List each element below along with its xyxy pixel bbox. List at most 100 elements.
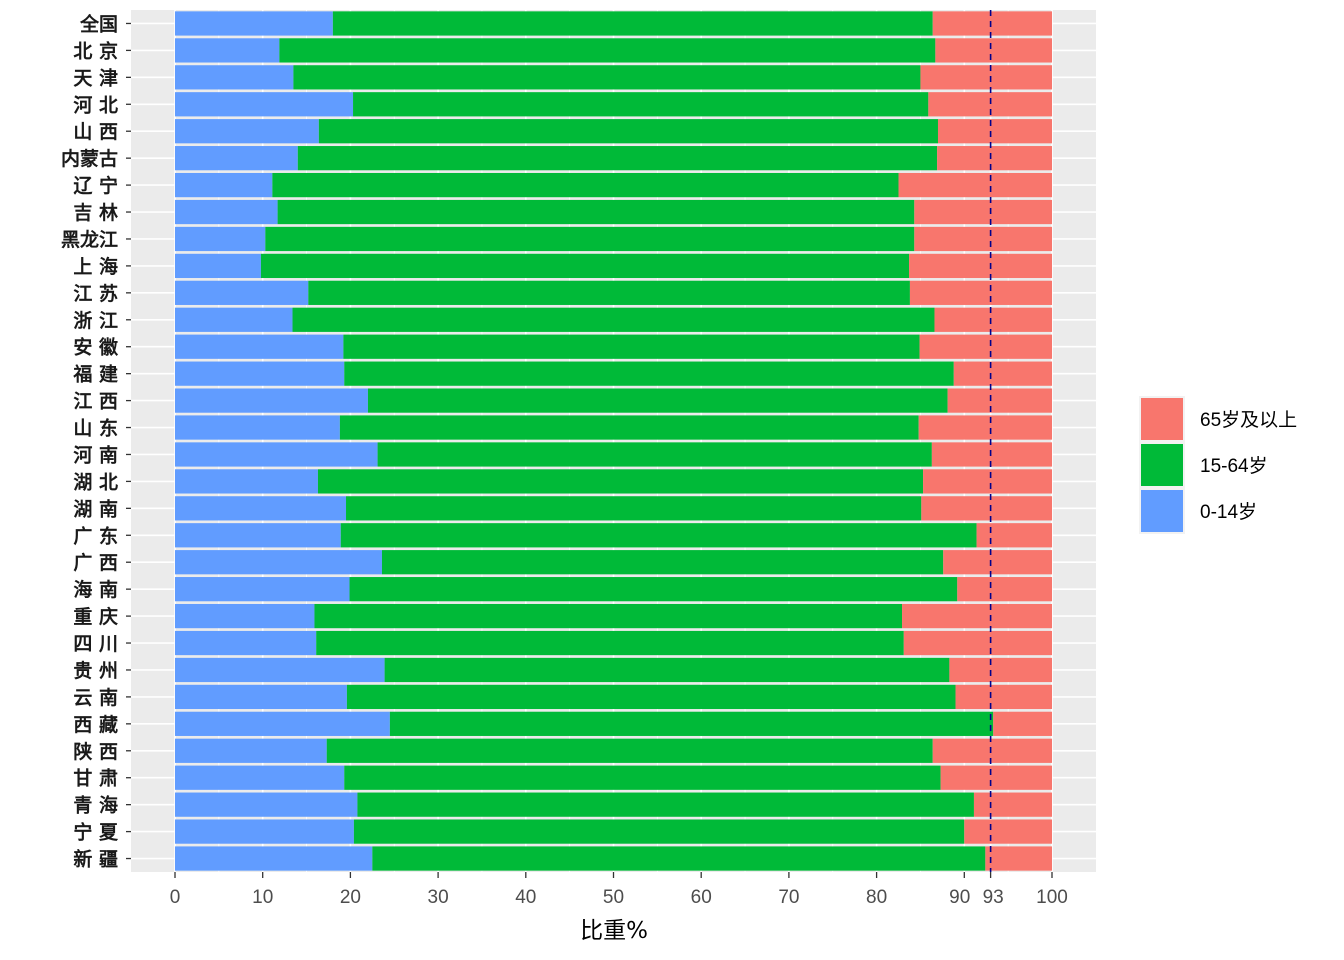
- y-tick-label: 天 津: [73, 66, 118, 89]
- x-axis-title: 比重%: [580, 918, 648, 944]
- bar-15-64: [381, 550, 944, 575]
- y-tick-label: 海 南: [73, 578, 118, 601]
- bar-65-plus: [993, 711, 1052, 736]
- y-tick-label: 宁 夏: [73, 821, 119, 844]
- bar-65-plus: [898, 172, 1052, 198]
- y-tick-label: 新 疆: [73, 848, 118, 871]
- bar-0-14: [175, 172, 273, 198]
- legend-label: 0-14岁: [1200, 501, 1257, 523]
- bar-15-64: [308, 280, 910, 305]
- bar-15-64: [353, 819, 965, 844]
- bar-0-14: [175, 226, 266, 252]
- bar-15-64: [357, 792, 974, 817]
- bar-0-14: [175, 846, 373, 871]
- y-tick-label: 辽 宁: [73, 174, 118, 197]
- bar-15-64: [343, 334, 920, 359]
- y-tick-label: 四 川: [73, 633, 118, 655]
- legend-swatch: [1141, 490, 1183, 532]
- x-tick-label: 93: [983, 887, 1004, 908]
- y-tick-label: 湖 北: [73, 471, 118, 493]
- bar-65-plus: [937, 119, 1052, 144]
- y-tick-label: 吉 林: [73, 201, 118, 224]
- y-tick-label: 青 海: [73, 794, 118, 817]
- bar-65-plus: [909, 280, 1052, 305]
- y-tick-label: 上 海: [73, 255, 118, 278]
- x-tick-label: 40: [515, 887, 536, 908]
- bar-15-64: [340, 523, 977, 548]
- bar-65-plus: [919, 334, 1052, 359]
- bar-0-14: [175, 280, 309, 305]
- y-tick-label: 全国: [79, 12, 118, 35]
- bar-0-14: [175, 307, 293, 332]
- bar-15-64: [344, 765, 941, 790]
- bar-0-14: [175, 199, 278, 225]
- y-tick-label: 江 西: [73, 391, 118, 413]
- bar-65-plus: [921, 496, 1052, 521]
- y-tick-label: 黑龙江: [61, 228, 118, 251]
- bar-0-14: [175, 146, 298, 171]
- y-tick-label: 江 苏: [73, 282, 118, 305]
- y-tick-label: 陕 西: [73, 740, 118, 763]
- bar-15-64: [265, 226, 915, 252]
- bar-0-14: [175, 577, 350, 602]
- bar-15-64: [279, 38, 936, 63]
- bar-65-plus: [934, 307, 1052, 332]
- y-tick-label: 北 京: [73, 39, 118, 62]
- bar-65-plus: [932, 738, 1052, 763]
- bar-0-14: [175, 415, 340, 440]
- bar-15-64: [318, 119, 938, 144]
- x-tick-label: 10: [252, 887, 273, 908]
- bar-15-64: [384, 657, 950, 683]
- bar-0-14: [175, 92, 354, 117]
- legend-label: 15-64岁: [1200, 455, 1268, 477]
- bar-15-64: [367, 388, 948, 413]
- y-tick-label: 湖 南: [73, 498, 118, 520]
- bar-15-64: [339, 415, 919, 440]
- y-tick-label: 安 徽: [73, 336, 119, 359]
- bar-0-14: [175, 550, 382, 575]
- bar-15-64: [372, 846, 986, 871]
- bar-65-plus: [955, 684, 1052, 710]
- y-tick-label: 内蒙古: [61, 147, 118, 170]
- bar-0-14: [175, 361, 345, 386]
- y-tick-label: 河 北: [73, 94, 118, 116]
- bar-15-64: [326, 738, 933, 763]
- bar-15-64: [293, 65, 921, 90]
- bar-65-plus: [902, 603, 1052, 629]
- bar-0-14: [175, 38, 280, 63]
- y-tick-label: 贵 州: [73, 660, 118, 682]
- bar-15-64: [332, 11, 933, 36]
- bar-0-14: [175, 819, 354, 844]
- bar-65-plus: [953, 361, 1052, 386]
- x-tick-label: 0: [170, 887, 181, 908]
- y-tick-label: 河 南: [73, 444, 118, 466]
- bar-15-64: [314, 603, 903, 629]
- bar-0-14: [175, 603, 315, 629]
- x-tick-label: 30: [428, 887, 449, 908]
- y-tick-label: 浙 江: [73, 309, 118, 332]
- bar-65-plus: [947, 388, 1052, 413]
- x-tick-label: 100: [1036, 887, 1068, 908]
- bar-15-64: [272, 172, 899, 198]
- bar-15-64: [277, 199, 915, 225]
- x-tick-label: 20: [340, 887, 361, 908]
- bar-0-14: [175, 119, 319, 144]
- bar-65-plus: [976, 523, 1052, 548]
- bar-0-14: [175, 792, 358, 817]
- bar-65-plus: [957, 577, 1052, 602]
- bar-65-plus: [964, 819, 1052, 844]
- bar-0-14: [175, 630, 317, 656]
- x-tick-label: 80: [866, 887, 887, 908]
- bar-15-64: [346, 684, 956, 710]
- bar-0-14: [175, 657, 385, 683]
- y-tick-label: 山 东: [73, 417, 118, 440]
- legend-label: 65岁及以上: [1200, 409, 1297, 431]
- y-tick-label: 福 建: [72, 363, 118, 386]
- bar-65-plus: [931, 442, 1052, 467]
- bar-15-64: [349, 577, 958, 602]
- bar-0-14: [175, 388, 368, 413]
- bar-0-14: [175, 496, 347, 521]
- bar-0-14: [175, 711, 390, 736]
- bar-15-64: [260, 253, 910, 279]
